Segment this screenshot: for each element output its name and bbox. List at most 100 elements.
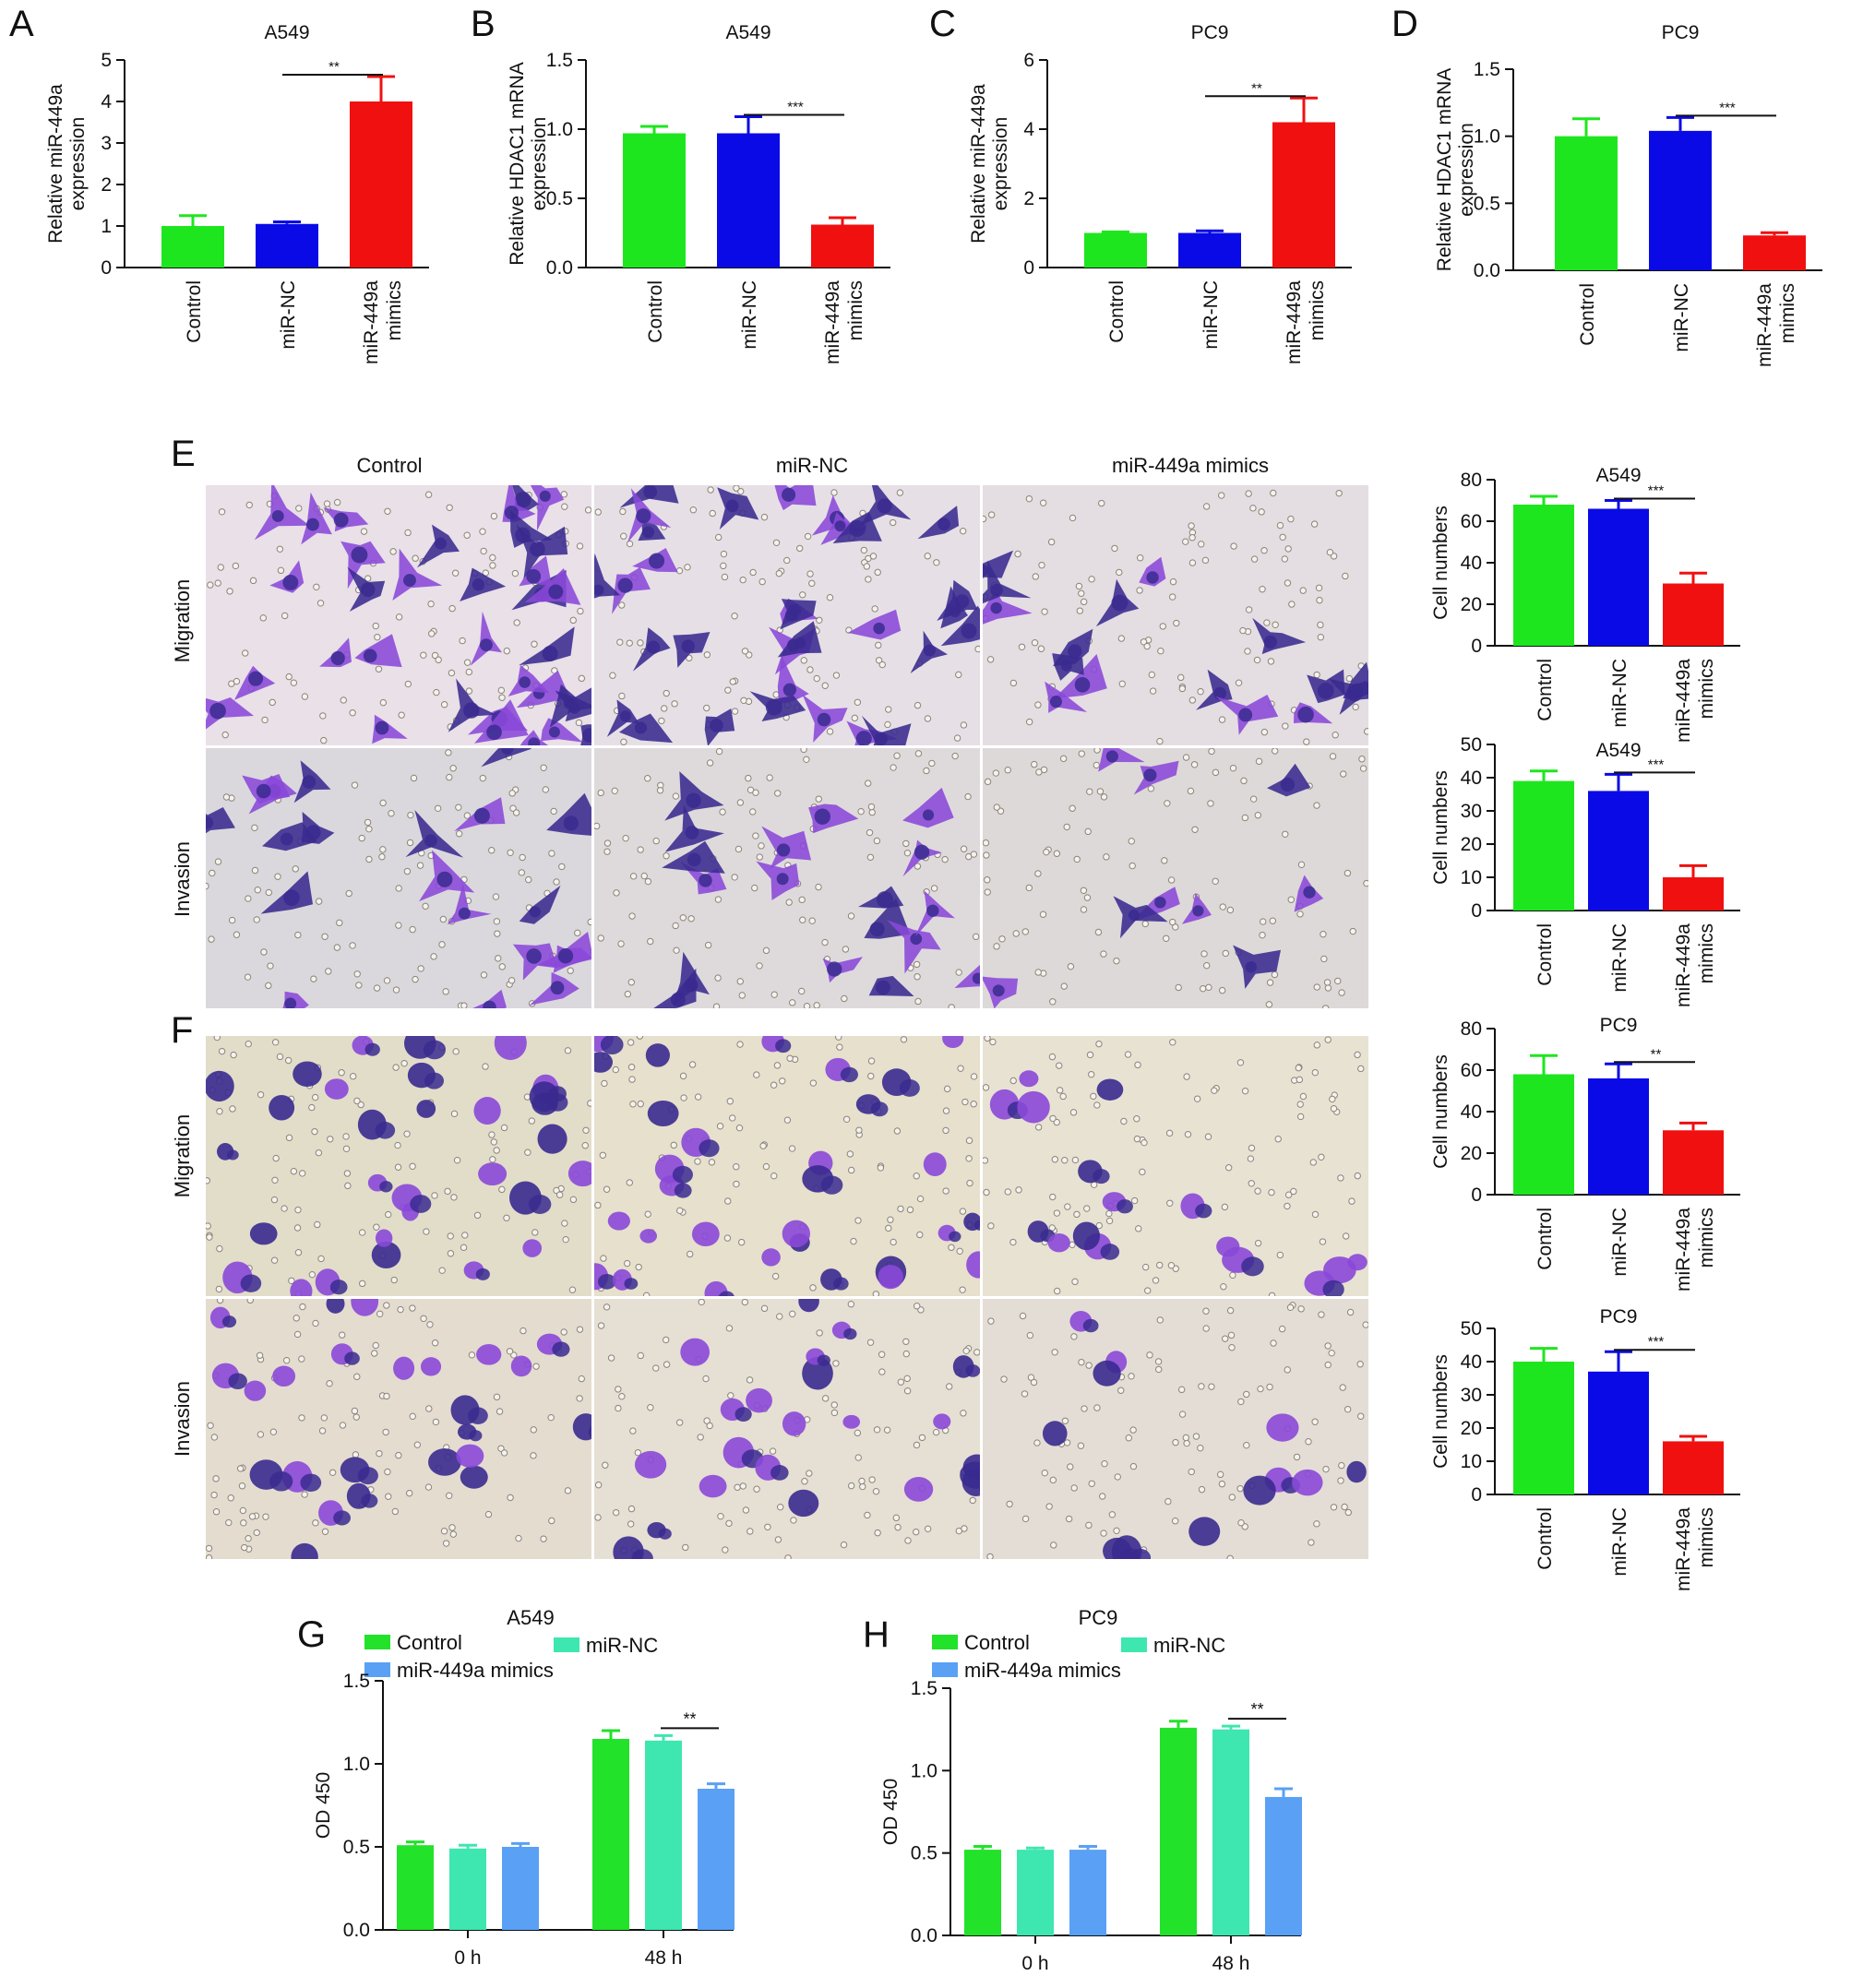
membrane-pore bbox=[1146, 1351, 1153, 1359]
membrane-pore bbox=[970, 1101, 977, 1108]
stained-cell bbox=[567, 1161, 591, 1187]
stained-cell bbox=[494, 1036, 527, 1061]
x-tick-label: miR-NC bbox=[1200, 280, 1222, 350]
membrane-pore bbox=[1073, 855, 1081, 863]
membrane-pore bbox=[984, 778, 992, 786]
cell-nucleus bbox=[282, 575, 299, 590]
membrane-pore bbox=[257, 1431, 265, 1438]
membrane-pore bbox=[342, 1133, 350, 1140]
membrane-pore bbox=[1049, 998, 1057, 1006]
bar-mir-449a-mimics bbox=[1663, 1130, 1724, 1195]
membrane-pore bbox=[1245, 490, 1252, 497]
stained-cell bbox=[1292, 1469, 1323, 1496]
membrane-pore bbox=[1069, 804, 1076, 812]
membrane-pore bbox=[851, 714, 859, 722]
membrane-pore bbox=[1227, 1331, 1236, 1339]
membrane-pore bbox=[239, 1506, 247, 1515]
cell-nucleus bbox=[1111, 594, 1129, 612]
membrane-pore bbox=[388, 810, 395, 817]
membrane-pore bbox=[953, 734, 961, 742]
membrane-pore bbox=[1056, 1087, 1064, 1094]
membrane-pore bbox=[365, 825, 373, 833]
membrane-pore bbox=[1147, 785, 1155, 792]
membrane-pore bbox=[395, 885, 402, 892]
legend-swatch bbox=[932, 1635, 958, 1649]
membrane-pore bbox=[435, 656, 442, 663]
chart-title: PC9 bbox=[1600, 1015, 1638, 1036]
membrane-pore bbox=[1034, 701, 1042, 708]
membrane-pore bbox=[312, 1519, 319, 1527]
membrane-pore bbox=[1295, 1064, 1302, 1072]
stained-cell bbox=[672, 1165, 693, 1184]
membrane-pore bbox=[420, 1315, 427, 1322]
membrane-pore bbox=[964, 792, 972, 801]
y-tick-label: 20 bbox=[1461, 594, 1482, 615]
membrane-pore bbox=[684, 564, 691, 571]
membrane-pore bbox=[1116, 568, 1123, 577]
membrane-pore bbox=[965, 1137, 973, 1145]
membrane-pore bbox=[1249, 795, 1258, 803]
stained-cell bbox=[887, 920, 941, 974]
membrane-pore bbox=[221, 731, 229, 739]
membrane-pore bbox=[345, 889, 352, 898]
y-tick-label: 0.0 bbox=[546, 257, 573, 279]
membrane-pore bbox=[948, 1004, 955, 1008]
bar-0h-mir-449a-mimics bbox=[1069, 1850, 1106, 1935]
membrane-pore bbox=[1069, 514, 1077, 522]
membrane-pore bbox=[1188, 1468, 1195, 1476]
membrane-pore bbox=[832, 672, 841, 679]
membrane-pore bbox=[1323, 979, 1332, 986]
cell-nucleus bbox=[874, 732, 888, 745]
y-tick-label: 40 bbox=[1461, 1101, 1482, 1123]
membrane-pore bbox=[961, 1525, 968, 1532]
membrane-pore bbox=[1267, 658, 1275, 665]
membrane-pore bbox=[452, 1048, 460, 1055]
panel-letter-g: G bbox=[297, 1614, 327, 1655]
y-tick-label: 4 bbox=[1023, 119, 1034, 140]
membrane-pore bbox=[745, 774, 752, 782]
membrane-pore bbox=[961, 1098, 969, 1106]
membrane-pore bbox=[1166, 1199, 1174, 1207]
bar-48h-control bbox=[1160, 1727, 1197, 1935]
membrane-pore bbox=[292, 865, 299, 873]
cell-nucleus bbox=[582, 728, 591, 744]
membrane-pore bbox=[218, 508, 226, 516]
membrane-pore bbox=[1041, 608, 1048, 615]
membrane-pore bbox=[493, 918, 501, 925]
membrane-pore bbox=[1117, 1387, 1125, 1394]
stained-cell bbox=[424, 1072, 445, 1089]
membrane-pore bbox=[1255, 757, 1263, 766]
membrane-pore bbox=[333, 944, 341, 951]
stained-cell bbox=[965, 1364, 980, 1377]
membrane-pore bbox=[373, 1223, 380, 1231]
bar-control bbox=[1513, 1362, 1574, 1494]
membrane-pore bbox=[1135, 1225, 1142, 1232]
membrane-pore bbox=[726, 1098, 734, 1105]
membrane-pore bbox=[714, 974, 722, 982]
membrane-pore bbox=[1172, 1265, 1179, 1272]
membrane-pore bbox=[900, 1036, 908, 1043]
membrane-pore bbox=[774, 790, 782, 797]
row-label-f-migration: Migration bbox=[171, 1113, 194, 1198]
y-tick-label: 6 bbox=[1023, 50, 1034, 71]
membrane-pore bbox=[1071, 1156, 1080, 1164]
cell-nucleus bbox=[961, 623, 977, 639]
membrane-pore bbox=[960, 721, 968, 729]
membrane-pore bbox=[1128, 1373, 1135, 1380]
stained-cell bbox=[393, 1356, 415, 1380]
membrane-pore bbox=[694, 1093, 702, 1101]
bar-mir-nc bbox=[1588, 1078, 1649, 1195]
stained-cell bbox=[594, 1052, 613, 1073]
stained-cell bbox=[983, 550, 1013, 578]
membrane-pore bbox=[737, 487, 745, 495]
membrane-pore bbox=[986, 1553, 994, 1559]
stained-cell bbox=[588, 1426, 591, 1438]
membrane-pore bbox=[656, 787, 664, 794]
micrograph-f-migration-control bbox=[205, 1035, 592, 1297]
membrane-pore bbox=[741, 648, 749, 655]
membrane-pore bbox=[1274, 1136, 1282, 1143]
membrane-pore bbox=[1061, 1157, 1069, 1164]
membrane-pore bbox=[379, 799, 387, 807]
membrane-pore bbox=[775, 569, 783, 577]
micrograph-e-invasion-mimics bbox=[982, 747, 1369, 1009]
